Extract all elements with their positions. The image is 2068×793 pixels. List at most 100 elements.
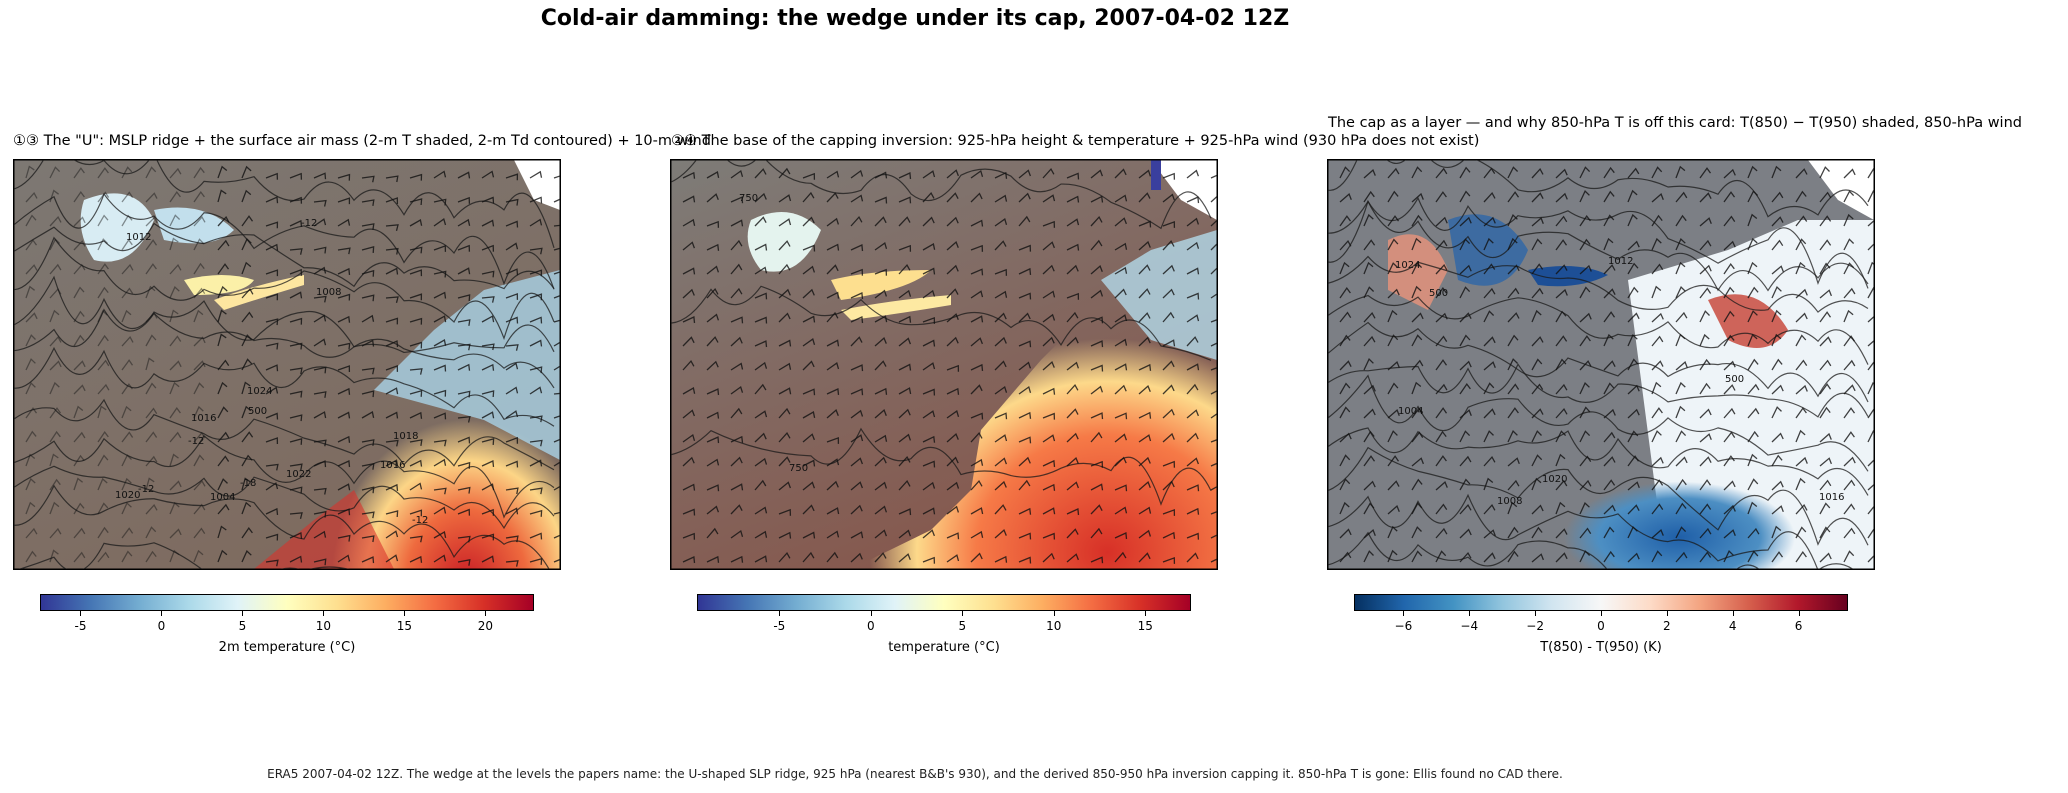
wind-barb	[1867, 483, 1874, 491]
wind-barb	[1843, 213, 1854, 227]
wind-barb	[73, 431, 86, 443]
wind-barb	[778, 551, 791, 563]
wind-barb	[1795, 288, 1808, 299]
colorbar-tick-label: 5	[238, 619, 247, 633]
wind-barb	[505, 436, 519, 444]
wind-barb	[1843, 262, 1855, 275]
wind-barb	[193, 382, 205, 395]
wind-barb	[826, 192, 839, 203]
wind-barb	[217, 359, 230, 371]
wind-barb	[1699, 433, 1712, 443]
wind-barb	[802, 360, 815, 371]
wind-barb	[337, 534, 351, 542]
wind-barb	[505, 198, 519, 206]
wind-barb	[313, 246, 327, 254]
wind-barb	[850, 316, 864, 324]
wind-barb	[1210, 558, 1217, 563]
wind-barb	[25, 381, 36, 395]
wind-barb	[1186, 241, 1200, 251]
wind-barb	[682, 195, 696, 203]
wind-barb	[946, 387, 960, 395]
wind-barb	[265, 364, 279, 372]
wind-barb	[49, 549, 59, 563]
wind-barb	[553, 294, 560, 299]
colorbar-tick	[1666, 611, 1668, 616]
wind-barb	[193, 309, 204, 323]
wind-barb	[1186, 314, 1200, 323]
wind-barb	[1747, 453, 1758, 467]
wind-barb	[73, 167, 85, 179]
wind-barb	[529, 269, 543, 277]
wind-barb	[385, 175, 399, 183]
wind-barb	[1843, 359, 1856, 371]
wind-barb	[1507, 383, 1520, 395]
wind-barb	[25, 477, 36, 491]
wind-barb	[481, 555, 495, 563]
wind-barb	[754, 292, 768, 300]
wind-barb	[1066, 172, 1080, 180]
wind-barb	[1699, 527, 1712, 539]
wind-barb	[1675, 261, 1686, 275]
colorbar-tick	[870, 611, 872, 616]
wind-barb	[1018, 340, 1032, 348]
wind-barb	[1339, 334, 1351, 347]
wind-barb	[1675, 430, 1687, 443]
wind-barb	[553, 534, 560, 539]
wind-barb	[505, 386, 519, 395]
panel-2-colorbar	[697, 594, 1191, 611]
wind-barb	[49, 215, 62, 227]
wind-barb	[1747, 213, 1758, 227]
contour-line	[1328, 294, 1869, 365]
wind-barb	[385, 411, 399, 419]
wind-barb	[802, 244, 816, 252]
wind-barb	[970, 479, 983, 491]
wind-barb	[433, 389, 447, 397]
wind-barb	[1507, 214, 1518, 227]
wind-barb	[1507, 358, 1518, 371]
wind-barb	[1651, 335, 1664, 347]
wind-barb	[505, 292, 519, 300]
wind-barb	[1186, 457, 1200, 467]
wind-barb	[1339, 432, 1352, 443]
wind-barb	[313, 338, 327, 347]
wind-barb	[73, 477, 84, 491]
contour-line	[1328, 427, 1869, 496]
wind-barb	[1627, 213, 1638, 227]
wind-barb	[970, 337, 984, 347]
wind-barb	[1363, 311, 1376, 323]
contour-label: 750	[789, 463, 808, 474]
wind-barb	[1186, 383, 1199, 395]
colorbar-tick-label: -5	[773, 619, 786, 633]
wind-barb	[1363, 335, 1376, 347]
wind-barb	[1018, 456, 1031, 467]
wind-barb	[754, 457, 768, 467]
wind-barb	[1507, 191, 1520, 203]
wind-barb	[121, 191, 134, 203]
wind-barb	[1483, 191, 1496, 203]
colorbar-tick-label: 20	[477, 619, 494, 633]
wind-barb	[970, 431, 983, 443]
wind-barb	[1018, 436, 1032, 444]
wind-barb	[1627, 384, 1640, 395]
wind-barb	[1363, 502, 1375, 515]
colorbar-tick-label: 10	[1046, 619, 1062, 633]
wind-barb	[1819, 191, 1832, 203]
wind-barb	[754, 555, 768, 563]
wind-barb	[1843, 527, 1856, 539]
wind-barb	[1867, 407, 1874, 419]
wind-barb	[1459, 382, 1471, 395]
contour-label: 1020	[115, 490, 140, 501]
colorbar-tick	[962, 611, 964, 616]
wind-barb	[850, 292, 864, 300]
wind-barb	[778, 481, 792, 491]
wind-barb	[433, 412, 447, 420]
wind-barb	[898, 529, 912, 539]
wind-barb	[1483, 336, 1496, 347]
contour-label: 1012	[1608, 256, 1633, 267]
wind-barb	[49, 189, 59, 203]
wind-barb	[1675, 333, 1686, 347]
wind-barb	[289, 367, 303, 375]
wind-barb	[313, 172, 327, 180]
wind-barb	[730, 529, 744, 539]
wind-barb	[1675, 214, 1687, 227]
